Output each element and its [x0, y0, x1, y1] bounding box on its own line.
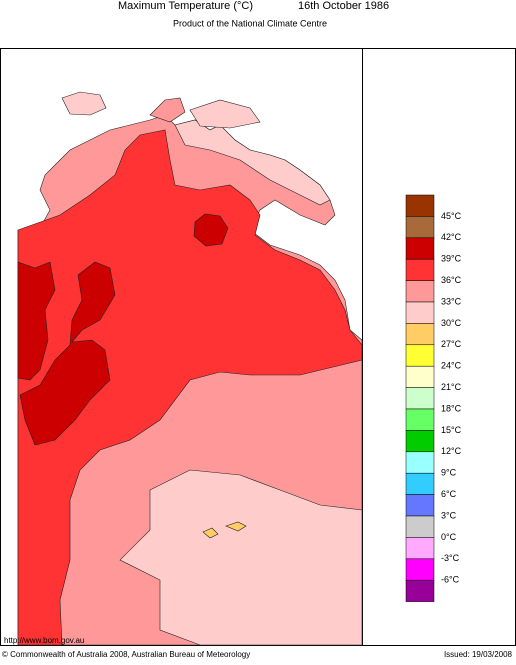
legend-label: 45°C: [441, 211, 462, 221]
legend-swatch: [405, 494, 435, 517]
legend: 45°C 42°C 39°C 36°C 33°C 30°C 27°C 24°C 21°C 18°C…: [405, 194, 462, 602]
legend-swatch: [405, 451, 435, 474]
legend-swatch: [405, 387, 435, 410]
legend-swatch: [405, 430, 435, 453]
land-39-west: [17, 261, 56, 381]
legend-swatch: [405, 408, 435, 431]
legend-swatch: [405, 472, 435, 495]
legend-label: 18°C: [441, 403, 462, 413]
legend-swatch: [405, 579, 435, 602]
legend-swatch: [405, 216, 435, 239]
island-north-2: [149, 97, 186, 123]
legend-swatch: [405, 258, 435, 281]
legend-label: 15°C: [441, 425, 462, 435]
legend-swatch: [405, 194, 435, 217]
land-39-central: [19, 261, 116, 446]
legend-swatch: [405, 515, 435, 538]
legend-swatch: [405, 365, 435, 388]
legend-label: 27°C: [441, 339, 462, 349]
legend-label: 0°C: [441, 532, 457, 542]
legend-swatch: [405, 301, 435, 324]
legend-label: 9°C: [441, 468, 457, 478]
date: 16th October 1986: [298, 0, 389, 12]
legend-swatch: [405, 344, 435, 367]
legend-swatch: [405, 537, 435, 560]
legend-swatch: [405, 280, 435, 303]
legend-label: 3°C: [441, 510, 457, 520]
island-northeast: [189, 99, 261, 129]
legend-label: 42°C: [441, 232, 462, 242]
land-30-south: [119, 469, 363, 646]
legend-label: 6°C: [441, 489, 457, 499]
legend-label: 30°C: [441, 318, 462, 328]
legend-label: 12°C: [441, 446, 462, 456]
island-north: [61, 91, 107, 116]
legend-label: -3°C: [441, 553, 460, 563]
legend-label: 36°C: [441, 275, 462, 285]
footer-url: http://www.bom.gov.au: [4, 636, 84, 645]
land-36: [17, 129, 363, 646]
land-39-east: [193, 213, 229, 247]
title: Maximum Temperature (°C): [118, 0, 253, 12]
map: [17, 91, 363, 646]
legend-label: 21°C: [441, 382, 462, 392]
subtitle: Product of the National Climate Centre: [173, 18, 327, 28]
legend-label: 24°C: [441, 361, 462, 371]
lake-1: [202, 527, 219, 539]
footer-issued: Issued: 19/03/2008: [444, 650, 513, 659]
legend-swatch: [405, 558, 435, 581]
legend-label: 33°C: [441, 296, 462, 306]
legend-swatch: [405, 237, 435, 260]
legend-swatch: [405, 323, 435, 346]
lake-2: [225, 521, 247, 532]
footer-copyright: © Commonwealth of Australia 2008, Austra…: [2, 650, 250, 659]
legend-label: 39°C: [441, 254, 462, 264]
legend-label: -6°C: [441, 575, 460, 585]
